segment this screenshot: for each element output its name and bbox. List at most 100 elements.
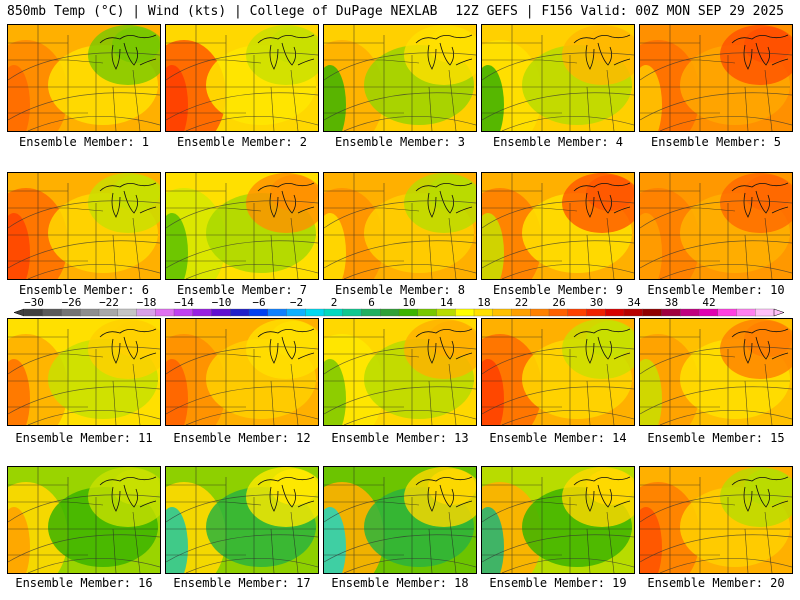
ensemble-member-label: Ensemble Member: 17 bbox=[173, 576, 311, 590]
temperature-map bbox=[324, 467, 476, 573]
colorbar-swatch bbox=[455, 308, 475, 317]
colorbar-tick-label: −26 bbox=[62, 296, 82, 309]
ensemble-panel bbox=[323, 24, 477, 132]
colorbar-swatch bbox=[680, 308, 700, 317]
colorbar-tick-label: −2 bbox=[290, 296, 303, 309]
ensemble-panel bbox=[323, 466, 477, 574]
ensemble-member-label: Ensemble Member: 8 bbox=[334, 283, 466, 297]
ensemble-member-label: Ensemble Member: 14 bbox=[489, 431, 627, 445]
ensemble-member-label: Ensemble Member: 10 bbox=[647, 283, 785, 297]
ensemble-panel bbox=[639, 172, 793, 280]
colorbar-tick-label: 30 bbox=[590, 296, 603, 309]
ensemble-member-label: Ensemble Member: 20 bbox=[647, 576, 785, 590]
temperature-colorbar: −30 −26 −22 −18 −14 −10 −6 −2 2 6 10 14 18 22 26 30 34 38… bbox=[13, 296, 785, 317]
ensemble-panel bbox=[639, 24, 793, 132]
colorbar-swatch bbox=[305, 308, 325, 317]
colorbar-tick-label: −30 bbox=[24, 296, 44, 309]
colorbar-tick-label: 18 bbox=[477, 296, 490, 309]
colorbar-swatch bbox=[473, 308, 494, 317]
colorbar-swatch bbox=[155, 308, 175, 317]
colorbar-swatch bbox=[511, 308, 531, 317]
colorbar-swatch bbox=[398, 308, 419, 317]
colorbar-swatch bbox=[661, 308, 681, 317]
colorbar-tick-label: 38 bbox=[665, 296, 678, 309]
colorbar-tick-label: 34 bbox=[627, 296, 641, 309]
temperature-map bbox=[640, 173, 792, 279]
colorbar-swatch bbox=[136, 308, 156, 317]
ensemble-member-label: Ensemble Member: 11 bbox=[15, 431, 153, 445]
colorbar-tick-label: 26 bbox=[552, 296, 565, 309]
ensemble-panel bbox=[165, 172, 319, 280]
colorbar-swatch bbox=[173, 308, 194, 317]
ensemble-member-label: Ensemble Member: 16 bbox=[15, 576, 153, 590]
ensemble-panel bbox=[323, 172, 477, 280]
map-title: 850mb Temp (°C) | Wind (kts) | College o… bbox=[7, 4, 438, 19]
temperature-map bbox=[166, 25, 318, 131]
temperature-map bbox=[482, 25, 634, 131]
ensemble-member-label: Ensemble Member: 7 bbox=[176, 283, 308, 297]
colorbar-swatch bbox=[342, 308, 362, 317]
colorbar-tick-label: 10 bbox=[402, 296, 415, 309]
colorbar-swatch bbox=[642, 308, 662, 317]
ensemble-member-label: Ensemble Member: 12 bbox=[173, 431, 311, 445]
colorbar-swatch bbox=[567, 308, 587, 317]
colorbar-swatch bbox=[717, 308, 737, 317]
colorbar-tick-label: 6 bbox=[368, 296, 375, 309]
colorbar-swatch bbox=[380, 308, 400, 317]
colorbar-swatch bbox=[248, 308, 269, 317]
ensemble-member-label: Ensemble Member: 9 bbox=[492, 283, 624, 297]
colorbar-tick-label: 14 bbox=[440, 296, 454, 309]
temperature-map bbox=[8, 25, 160, 131]
ensemble-member-label: Ensemble Member: 3 bbox=[334, 135, 466, 149]
ensemble-member-label: Ensemble Member: 18 bbox=[331, 576, 469, 590]
ensemble-panel bbox=[165, 24, 319, 132]
temperature-map bbox=[482, 319, 634, 425]
colorbar-swatch bbox=[323, 308, 344, 317]
colorbar-tick-label: −14 bbox=[174, 296, 194, 309]
colorbar-tick-label: 22 bbox=[515, 296, 528, 309]
ensemble-member-label: Ensemble Member: 19 bbox=[489, 576, 627, 590]
colorbar-swatch bbox=[117, 308, 137, 317]
ensemble-panel bbox=[7, 466, 161, 574]
temperature-map bbox=[324, 25, 476, 131]
ensemble-panel bbox=[7, 172, 161, 280]
colorbar-tick-label: −22 bbox=[99, 296, 119, 309]
temperature-map bbox=[482, 467, 634, 573]
colorbar-swatch bbox=[230, 308, 250, 317]
colorbar-swatch bbox=[492, 308, 512, 317]
temperature-map bbox=[640, 25, 792, 131]
colorbar-swatch bbox=[98, 308, 119, 317]
colorbar-tick-label: 42 bbox=[702, 296, 715, 309]
ensemble-member-label: Ensemble Member: 5 bbox=[650, 135, 782, 149]
ensemble-panel bbox=[165, 318, 319, 426]
temperature-map bbox=[8, 173, 160, 279]
colorbar-tick-label: 2 bbox=[331, 296, 338, 309]
ensemble-panel bbox=[481, 318, 635, 426]
ensemble-member-label: Ensemble Member: 4 bbox=[492, 135, 624, 149]
colorbar-swatch bbox=[530, 308, 550, 317]
colorbar-swatch bbox=[417, 308, 437, 317]
colorbar-swatch bbox=[605, 308, 625, 317]
colorbar-swatch bbox=[267, 308, 287, 317]
colorbar-swatch bbox=[61, 308, 81, 317]
colorbar-swatch bbox=[586, 308, 606, 317]
valid-time: 12Z GEFS | F156 Valid: 00Z MON SEP 29 20… bbox=[455, 4, 784, 19]
ensemble-member-label: Ensemble Member: 1 bbox=[18, 135, 150, 149]
colorbar-swatch bbox=[698, 308, 719, 317]
ensemble-panel bbox=[323, 318, 477, 426]
colorbar-swatch bbox=[192, 308, 212, 317]
ensemble-panel bbox=[481, 466, 635, 574]
temperature-map bbox=[166, 319, 318, 425]
ensemble-panel bbox=[639, 318, 793, 426]
colorbar-tick-label: −18 bbox=[137, 296, 157, 309]
colorbar-swatch bbox=[755, 308, 775, 317]
temperature-map bbox=[166, 467, 318, 573]
colorbar-swatch bbox=[548, 308, 569, 317]
colorbar-swatch bbox=[42, 308, 62, 317]
colorbar-swatch bbox=[736, 308, 756, 317]
temperature-map bbox=[8, 467, 160, 573]
ensemble-member-label: Ensemble Member: 15 bbox=[647, 431, 785, 445]
colorbar-swatch bbox=[23, 308, 44, 317]
colorbar-tick-label: −6 bbox=[252, 296, 265, 309]
colorbar-swatch bbox=[436, 308, 456, 317]
